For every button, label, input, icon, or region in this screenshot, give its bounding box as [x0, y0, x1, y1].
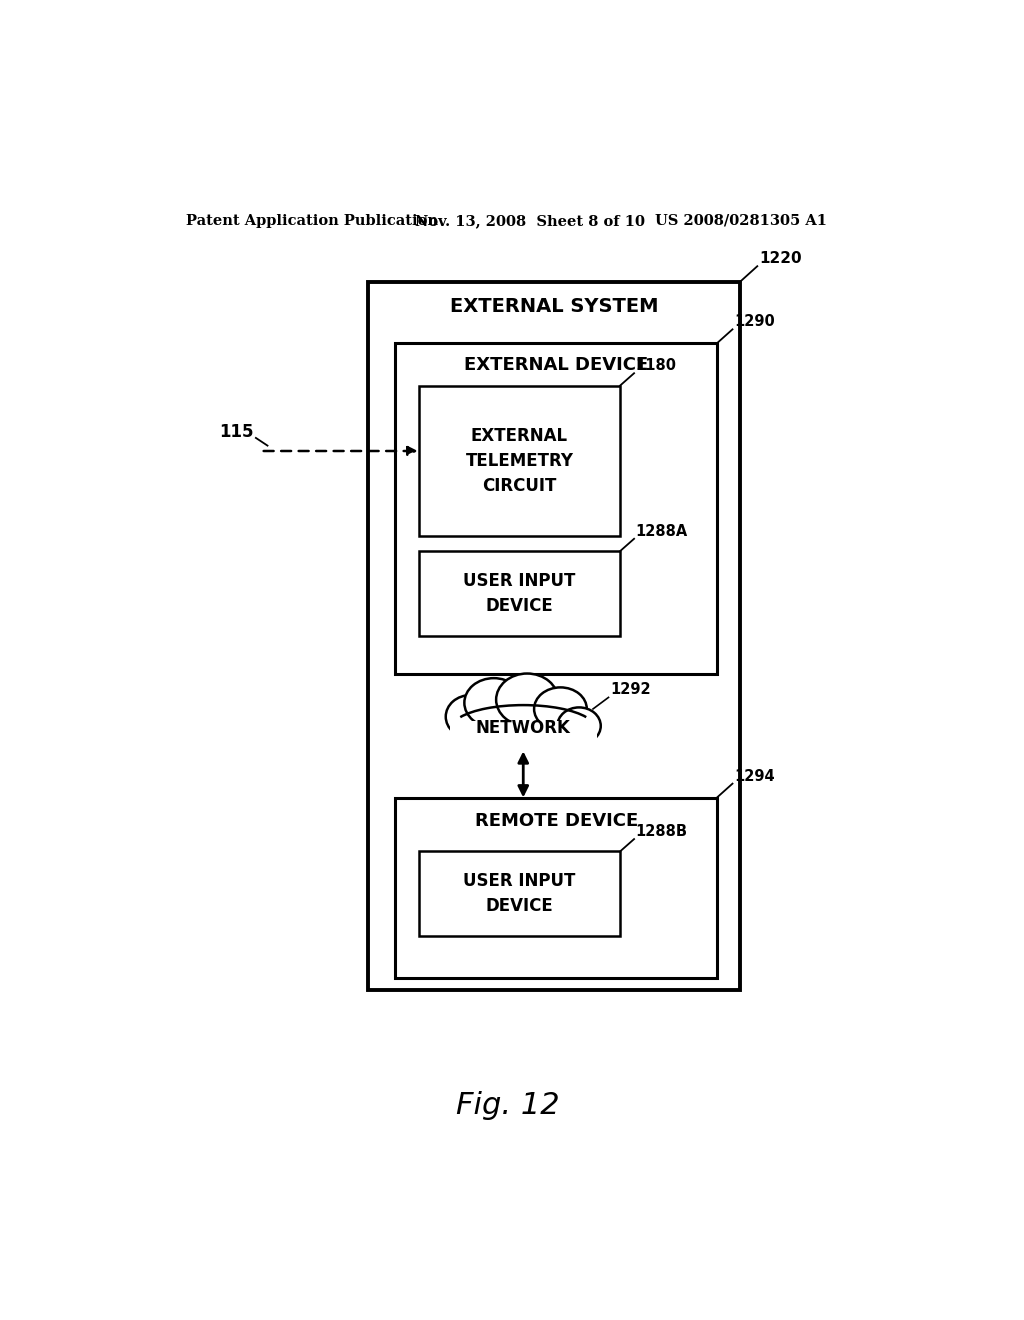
Text: EXTERNAL
TELEMETRY
CIRCUIT: EXTERNAL TELEMETRY CIRCUIT [465, 426, 573, 495]
Ellipse shape [445, 696, 496, 738]
Ellipse shape [454, 700, 593, 750]
Bar [369, 281, 740, 990]
Text: 1288B: 1288B [636, 824, 688, 840]
Text: 1180: 1180 [636, 358, 677, 374]
Bar [395, 343, 717, 675]
Bar [419, 385, 621, 536]
Text: US 2008/0281305 A1: US 2008/0281305 A1 [655, 214, 827, 228]
Text: USER INPUT
DEVICE: USER INPUT DEVICE [463, 572, 575, 615]
Ellipse shape [464, 678, 523, 727]
Text: USER INPUT
DEVICE: USER INPUT DEVICE [463, 873, 575, 915]
Text: EXTERNAL DEVICE: EXTERNAL DEVICE [464, 356, 648, 374]
Text: Nov. 13, 2008  Sheet 8 of 10: Nov. 13, 2008 Sheet 8 of 10 [415, 214, 645, 228]
Text: EXTERNAL SYSTEM: EXTERNAL SYSTEM [450, 297, 658, 315]
Text: 1220: 1220 [759, 251, 802, 267]
Ellipse shape [496, 673, 558, 726]
Bar [395, 797, 717, 978]
Bar [419, 851, 621, 936]
Bar [450, 721, 597, 751]
Text: 1288A: 1288A [636, 524, 688, 539]
Ellipse shape [535, 688, 587, 730]
Text: 1294: 1294 [734, 768, 775, 784]
Text: 115: 115 [219, 422, 254, 441]
Bar [419, 552, 621, 636]
Ellipse shape [557, 708, 601, 744]
Text: 1292: 1292 [610, 681, 650, 697]
Text: Patent Application Publication: Patent Application Publication [186, 214, 438, 228]
Text: Fig. 12: Fig. 12 [456, 1092, 559, 1119]
Text: REMOTE DEVICE: REMOTE DEVICE [474, 812, 638, 829]
Text: NETWORK: NETWORK [476, 719, 570, 737]
Text: 1290: 1290 [734, 314, 775, 330]
